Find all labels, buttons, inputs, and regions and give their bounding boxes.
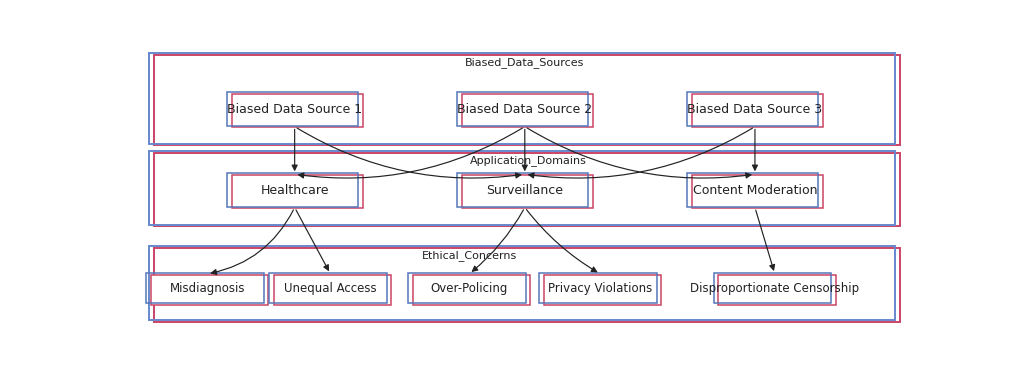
FancyBboxPatch shape [413, 275, 530, 305]
FancyBboxPatch shape [274, 275, 391, 305]
Text: Content Moderation: Content Moderation [692, 184, 817, 197]
FancyBboxPatch shape [231, 175, 362, 208]
FancyBboxPatch shape [692, 175, 823, 208]
Text: Application_Domains: Application_Domains [470, 155, 587, 166]
Text: Over-Policing: Over-Policing [430, 282, 508, 296]
Text: Ethical_Concerns: Ethical_Concerns [422, 251, 517, 261]
Text: Privacy Violations: Privacy Violations [548, 282, 652, 296]
FancyBboxPatch shape [719, 275, 836, 305]
FancyBboxPatch shape [151, 275, 268, 305]
Text: Biased Data Source 2: Biased Data Source 2 [458, 104, 592, 117]
Text: Healthcare: Healthcare [260, 184, 329, 197]
Text: Misdiagnosis: Misdiagnosis [170, 282, 245, 296]
Text: Unequal Access: Unequal Access [284, 282, 377, 296]
FancyBboxPatch shape [544, 275, 662, 305]
FancyBboxPatch shape [462, 175, 593, 208]
FancyBboxPatch shape [692, 94, 823, 128]
Text: Disproportionate Censorship: Disproportionate Censorship [690, 282, 859, 296]
FancyBboxPatch shape [155, 153, 900, 226]
Text: Surveillance: Surveillance [486, 184, 563, 197]
FancyBboxPatch shape [231, 94, 362, 128]
Text: Biased_Data_Sources: Biased_Data_Sources [465, 57, 585, 68]
FancyBboxPatch shape [155, 54, 900, 146]
FancyBboxPatch shape [462, 94, 593, 128]
Text: Biased Data Source 1: Biased Data Source 1 [227, 104, 362, 117]
Text: Biased Data Source 3: Biased Data Source 3 [687, 104, 822, 117]
FancyBboxPatch shape [155, 248, 900, 322]
